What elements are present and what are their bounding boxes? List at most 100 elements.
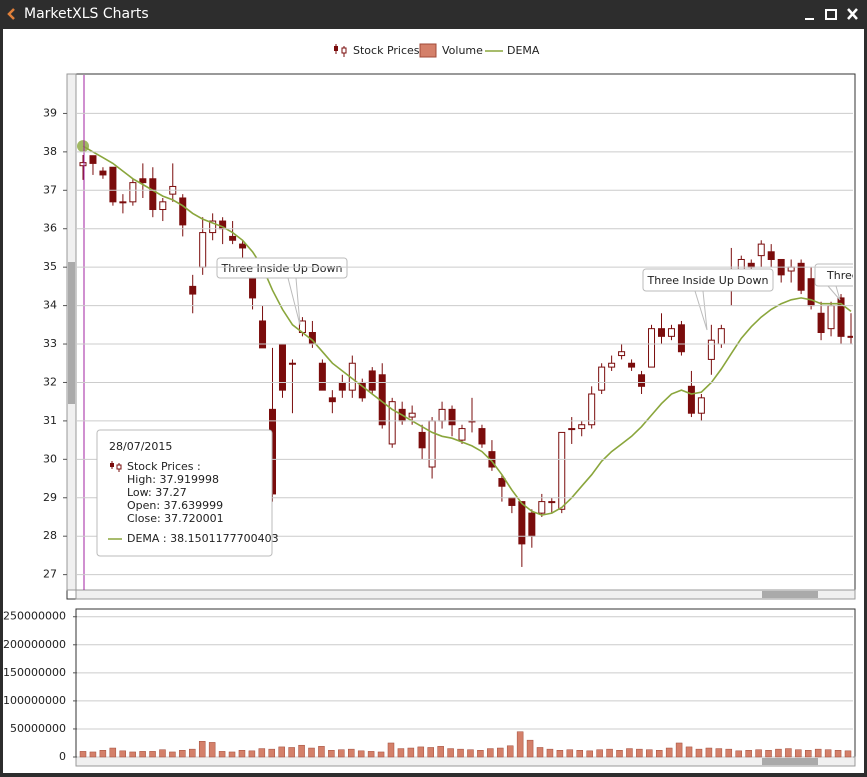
dema-line [82, 145, 852, 516]
volume-bar [616, 750, 623, 758]
candle-body [657, 328, 665, 337]
volume-bar [695, 748, 703, 758]
volume-bar [665, 747, 673, 758]
window-title: MarketXLS Charts [24, 6, 149, 22]
volume-bar [129, 751, 136, 758]
volume-bar [775, 748, 782, 758]
vertical-scroll-thumb[interactable] [68, 262, 75, 404]
candle-body [687, 385, 695, 414]
candle-body [837, 297, 845, 337]
volume-bar [159, 749, 166, 758]
tooltip-line: Close: 37.720001 [127, 512, 224, 525]
legend-icon [419, 43, 437, 58]
y-tick-label: 32 [43, 375, 57, 388]
volume-bar [228, 751, 236, 758]
horizontal-scroll-thumb[interactable] [762, 591, 818, 598]
y-tick-label: 27 [43, 568, 57, 581]
candle-body [618, 351, 626, 357]
tooltip-line: Open: 37.639999 [127, 499, 223, 512]
tooltip-icon [110, 463, 114, 467]
candle-body [648, 328, 656, 368]
volume-bar [119, 750, 126, 758]
volume-bar [467, 749, 474, 758]
annotation-pointer [287, 277, 301, 326]
candle-body [747, 262, 755, 268]
volume-bar [556, 750, 564, 758]
candle-body [677, 324, 685, 353]
volume-bar [596, 749, 603, 758]
volume-bar [606, 748, 613, 758]
volume-bar [586, 750, 593, 758]
volume-bar [248, 750, 256, 758]
price-plot: Three Inside Up Down Three Inside Up Down… [77, 75, 859, 590]
candle-body [757, 243, 765, 257]
volume-bar [824, 749, 832, 758]
candle-body [438, 408, 446, 422]
back-icon[interactable] [7, 8, 15, 20]
legend-icon [334, 46, 338, 51]
annotation-label: Three Inside Up Down [221, 262, 343, 275]
candle-body [797, 262, 805, 291]
candle-body [707, 339, 715, 360]
candle-body [199, 232, 207, 268]
candle-body [368, 370, 376, 391]
volume-bar [814, 748, 822, 758]
candle-body [388, 401, 396, 445]
minimize-button[interactable] [805, 18, 814, 20]
candle-body [338, 381, 346, 391]
volume-bar [497, 747, 504, 758]
candle-body [568, 428, 576, 431]
annotation-label: Three [826, 269, 859, 282]
volume-bar [735, 750, 742, 758]
tooltip-icon [116, 464, 122, 470]
y-tick-label: 31 [43, 414, 57, 427]
tooltip-dema: DEMA : 38.1501177700403 [127, 532, 279, 545]
candle-body [89, 155, 97, 164]
candle-body [328, 397, 336, 403]
candle-body [149, 178, 157, 211]
volume-bar [357, 750, 365, 758]
candle-body [638, 374, 646, 387]
candle-body [119, 201, 127, 204]
candle-body [129, 182, 137, 203]
close-button[interactable] [847, 8, 858, 20]
candle-body [608, 362, 616, 368]
volume-bar [705, 747, 713, 758]
volume-bar [308, 747, 315, 758]
volume-bar [318, 746, 325, 758]
candle-body [278, 343, 286, 391]
volume-bar [546, 748, 554, 758]
volume-scrollbar[interactable] [75, 756, 856, 767]
horizontal-scrollbar[interactable] [75, 589, 856, 600]
candle-body [259, 320, 267, 349]
volume-bar [576, 750, 584, 758]
volume-bar [268, 748, 276, 758]
annotation-box [216, 257, 348, 279]
volume-bar [675, 742, 683, 758]
candle-body [189, 285, 197, 295]
tooltip-series: Stock Prices : [127, 460, 201, 473]
tooltip: 28/07/2015 Stock Prices :High: 37.919998L… [96, 429, 279, 557]
volume-bar [834, 750, 842, 758]
volume-bar [477, 750, 484, 758]
volume-bar [278, 746, 285, 758]
volume-scroll-thumb[interactable] [762, 758, 818, 765]
volume-bar [646, 749, 653, 758]
volume-bar [198, 741, 206, 758]
tooltip-box [96, 429, 273, 557]
candle-body [667, 328, 675, 337]
candle-body [478, 428, 486, 445]
candle-body [697, 397, 705, 414]
candle-body [458, 428, 466, 441]
candle-body [139, 178, 147, 184]
volume-bar [179, 750, 186, 758]
volume-bar [655, 750, 663, 758]
legend-icon [341, 47, 347, 54]
volume-bar [397, 748, 405, 758]
maximize-button[interactable] [825, 9, 837, 20]
volume-bar [427, 747, 434, 758]
volume-bar [99, 750, 107, 758]
y-tick-label: 100000000 [3, 694, 66, 707]
legend-label: DEMA [507, 44, 540, 57]
